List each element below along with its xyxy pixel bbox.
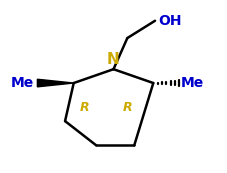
Polygon shape xyxy=(37,79,74,87)
Text: OH: OH xyxy=(158,14,182,28)
Text: Me: Me xyxy=(11,76,34,90)
Text: N: N xyxy=(107,52,120,67)
Text: Me: Me xyxy=(181,76,204,90)
Text: R: R xyxy=(79,101,89,114)
Text: R: R xyxy=(123,101,132,114)
